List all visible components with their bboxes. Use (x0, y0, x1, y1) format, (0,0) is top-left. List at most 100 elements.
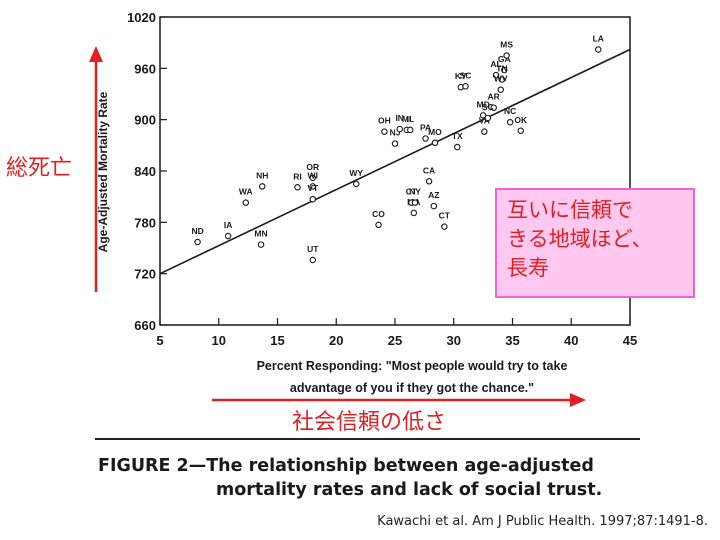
data-point (430, 202, 438, 210)
y-tick-label: 1020 (127, 10, 156, 25)
data-point (425, 178, 433, 185)
point-label: CO (372, 209, 385, 219)
point-label: KY (455, 71, 467, 81)
caption-divider (95, 438, 640, 440)
point-label: WI (308, 170, 318, 180)
data-point (498, 76, 506, 83)
x-axis-japanese-label: 社会信頼の低さ (292, 410, 447, 435)
data-point (257, 241, 265, 248)
point-label: MD (477, 99, 490, 109)
point-label: TN (496, 63, 507, 73)
data-point (375, 221, 382, 229)
data-point (595, 46, 602, 53)
data-point (352, 180, 360, 188)
point-label: NH (256, 170, 268, 180)
point-label: IL (406, 114, 414, 124)
data-point (224, 232, 232, 240)
point-label: GA (498, 54, 511, 64)
data-point (490, 104, 497, 111)
x-tick-label: 40 (564, 333, 578, 348)
x-arrow-head (570, 393, 586, 407)
point-label: AL (490, 59, 501, 69)
data-point (381, 128, 388, 135)
data-point (503, 52, 510, 59)
point-label: WV (494, 74, 508, 84)
point-label: VT (307, 183, 319, 193)
point-label: WY (349, 168, 363, 178)
data-point (242, 199, 250, 206)
point-label: TX (452, 131, 463, 141)
callout-line: きる地域ほど、 (507, 227, 653, 251)
data-point (258, 183, 266, 190)
callout-box: 互いに信頼で きる地域ほど、 長寿 (495, 188, 695, 298)
point-label: AR (488, 92, 500, 102)
data-point (506, 118, 514, 126)
data-point (294, 184, 301, 191)
point-label: UT (307, 244, 319, 254)
x-tick-label: 35 (505, 333, 519, 348)
point-label: MN (254, 229, 267, 239)
point-label: OH (378, 116, 391, 126)
y-axis-title: Age-Adjusted Mortality Rate (96, 91, 110, 252)
data-point (481, 128, 488, 135)
point-label: CT (439, 211, 451, 221)
citation: Kawachi et al. Am J Public Health. 1997;… (377, 514, 708, 529)
point-label: OK (514, 115, 528, 125)
point-label: OR (306, 162, 319, 172)
x-tick-label: 15 (270, 333, 284, 348)
data-point (484, 114, 492, 122)
data-point (396, 125, 403, 133)
callout-line: 互いに信頼で (507, 198, 633, 222)
data-point (492, 71, 500, 79)
point-label: AZ (428, 190, 439, 200)
x-axis-title-line-2: advantage of you if they got the chance.… (290, 381, 534, 395)
y-tick-label: 960 (134, 61, 156, 76)
point-label: ND (191, 226, 203, 236)
data-point (309, 195, 316, 203)
data-point (517, 127, 524, 135)
point-label: VA (479, 116, 490, 126)
point-label: CA (423, 165, 435, 175)
point-label: MO (428, 127, 442, 137)
point-label: IN (395, 113, 404, 123)
data-point (479, 112, 487, 119)
point-label: NJ (390, 128, 401, 138)
point-label: NC (504, 106, 516, 116)
point-label: SC (482, 102, 494, 112)
point-label: IA (224, 220, 233, 230)
data-point (407, 126, 414, 134)
data-point (410, 209, 418, 217)
data-point (411, 199, 419, 206)
y-tick-label: 660 (134, 318, 156, 333)
caption-line-2: mortality rates and lack of social trust… (216, 480, 603, 500)
data-point (441, 223, 448, 230)
x-tick-label: 10 (212, 333, 226, 348)
data-point (309, 256, 316, 264)
data-point (462, 83, 469, 90)
point-label: WA (239, 187, 253, 197)
y-axis-japanese-label: 総死亡 (6, 156, 73, 181)
callout-line: 長寿 (507, 256, 549, 280)
point-label: SC (460, 70, 472, 80)
point-label: RI (293, 171, 302, 181)
data-point (422, 135, 429, 142)
data-point (454, 143, 461, 151)
point-label: NY (409, 187, 421, 197)
x-axis-title-line-1: Percent Responding: "Most people would t… (257, 359, 568, 373)
y-tick-label: 900 (134, 113, 156, 128)
data-point (309, 183, 316, 190)
point-label: MI (402, 114, 411, 124)
data-point (391, 140, 399, 147)
y-tick-label: 720 (134, 267, 156, 282)
data-point (497, 86, 504, 93)
y-tick-label: 840 (134, 164, 156, 179)
data-point (194, 238, 201, 246)
point-label: PA (420, 122, 431, 132)
x-tick-label: 30 (447, 333, 461, 348)
point-label: LA (593, 34, 604, 44)
y-arrow-head (89, 46, 103, 62)
caption-line-1: FIGURE 2—The relationship between age-ad… (98, 456, 594, 476)
x-tick-label: 5 (156, 333, 163, 348)
data-point (431, 139, 439, 147)
